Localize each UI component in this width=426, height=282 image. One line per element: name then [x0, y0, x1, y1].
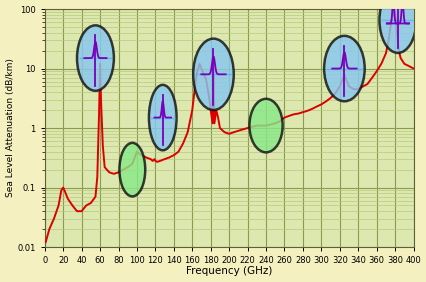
Y-axis label: Sea Level Attenuation (dB/km): Sea Level Attenuation (dB/km) — [6, 59, 14, 197]
Ellipse shape — [77, 25, 114, 91]
Ellipse shape — [149, 85, 176, 150]
Ellipse shape — [249, 99, 282, 152]
Ellipse shape — [323, 36, 364, 101]
Ellipse shape — [379, 0, 415, 53]
X-axis label: Frequency (GHz): Frequency (GHz) — [186, 266, 272, 276]
Ellipse shape — [119, 143, 145, 196]
Ellipse shape — [193, 39, 233, 110]
